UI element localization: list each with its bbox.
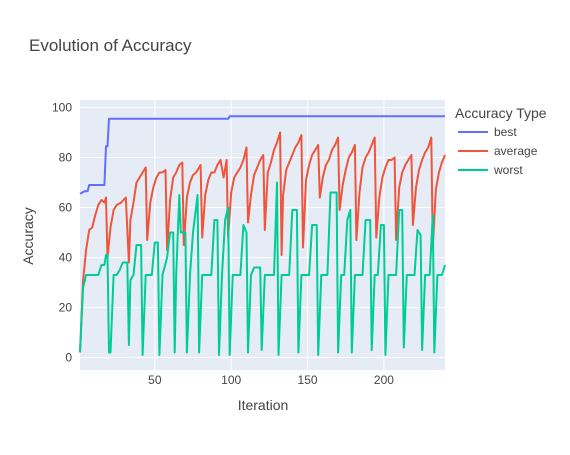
chart-title: Evolution of Accuracy [29,36,192,55]
legend-label-average: average [494,144,538,158]
plot-area: 0 20 40 60 80 100 50 100 150 200 [52,100,446,387]
y-tick-label: 20 [59,301,73,315]
x-axis-title: Iteration [238,397,289,413]
legend-title: Accuracy Type [455,105,547,121]
legend-label-best: best [494,125,517,139]
y-tick-label: 100 [52,101,72,115]
y-axis-title: Accuracy [20,207,36,265]
y-tick-label: 80 [59,151,73,165]
x-tick-label: 150 [298,373,318,387]
x-tick-label: 50 [148,373,162,387]
y-tick-label: 0 [65,351,72,365]
x-tick-label: 200 [374,373,394,387]
y-tick-label: 60 [59,201,73,215]
series-line-best [79,115,445,195]
series-line-average [79,131,446,353]
x-tick-label: 100 [221,373,241,387]
legend-label-worst: worst [493,163,523,177]
legend: Accuracy Type best average worst [455,105,547,177]
series-line-worst [79,181,446,356]
y-tick-label: 40 [59,251,73,265]
